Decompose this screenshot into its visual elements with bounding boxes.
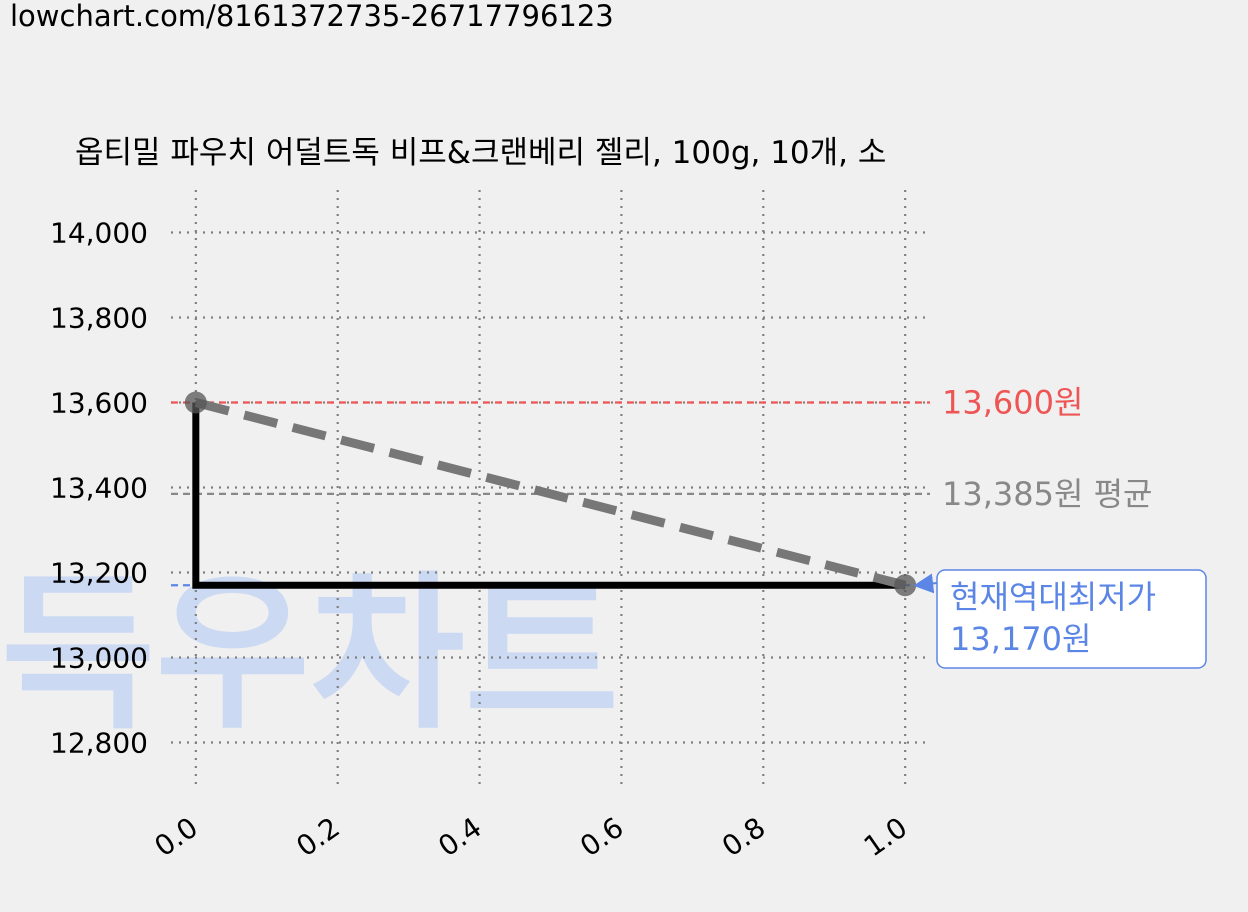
y-tick-label: 14,000 (50, 217, 148, 250)
y-tick-label: 13,400 (50, 472, 148, 505)
x-tick-label: 0.8 (716, 811, 771, 864)
y-tick-label: 13,800 (50, 302, 148, 335)
y-axis-tick-labels: 12,800 13,000 13,200 13,400 13,600 13,800 14,0… (50, 217, 148, 760)
annotation-box (936, 569, 1207, 669)
x-axis-tick-labels: 0.0 0.2 0.4 0.6 0.8 1.0 (148, 811, 913, 864)
trend-dashed-line (194, 398, 907, 590)
annotation-callout: 현재역대최저가 13,170원 (913, 569, 1207, 669)
source-url: lowchart.com/8161372735-26717796123 (10, 0, 614, 33)
data-point (184, 391, 207, 414)
y-tick-label: 13,000 (50, 642, 148, 675)
x-tick-label: 0.0 (148, 811, 203, 864)
annotation-line1: 현재역대최저가 (950, 578, 1156, 616)
series (192, 398, 907, 590)
reference-label-avg: 13,385원 평균 (942, 475, 1152, 513)
y-tick-label: 13,600 (50, 387, 148, 420)
chart-title: 옵티밀 파우치 어덜트독 비프&크랜베리 젤리, 100g, 10개, 소 (75, 135, 886, 171)
data-point (894, 574, 917, 597)
step-price-line (192, 402, 906, 589)
y-tick-label: 12,800 (50, 727, 148, 760)
annotation-line2: 13,170원 (950, 620, 1091, 658)
x-tick-label: 0.6 (574, 811, 629, 864)
x-tick-label: 0.4 (432, 811, 487, 864)
reference-label-max: 13,600원 (942, 384, 1083, 422)
annotation-arrow (913, 573, 938, 594)
data-points (184, 391, 917, 597)
x-tick-label: 1.0 (858, 811, 913, 864)
x-tick-label: 0.2 (290, 811, 345, 864)
y-tick-label: 13,200 (50, 557, 148, 590)
